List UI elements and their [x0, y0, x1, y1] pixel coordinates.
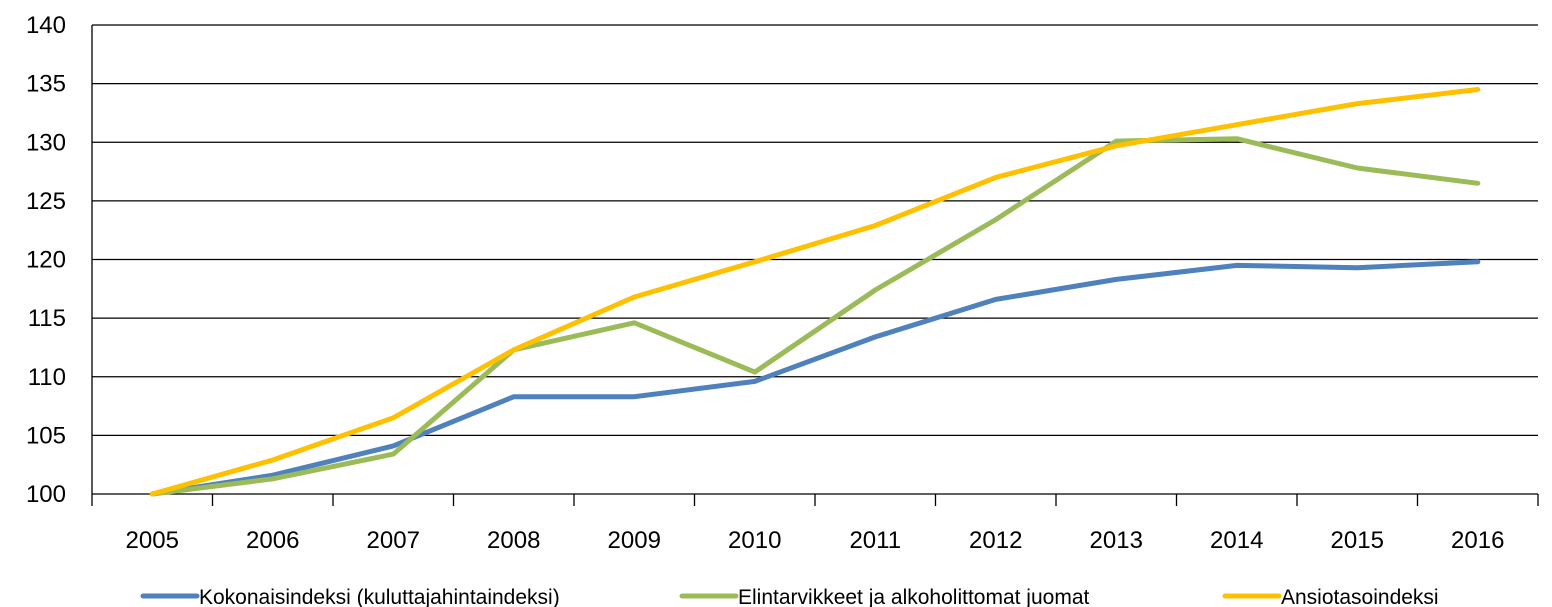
x-tick-label-2006: 2006: [246, 527, 299, 554]
x-tick-label-2007: 2007: [367, 527, 420, 554]
y-tick-label: 135: [26, 71, 66, 98]
y-tick-label: 105: [26, 422, 66, 449]
series-line-1: [149, 259, 1481, 497]
legend: Kokonaisindeksi (kuluttajahintaindeksi) E…: [140, 586, 1439, 607]
x-tick-label-2010: 2010: [728, 527, 781, 554]
gridlines: [92, 24, 1538, 495]
y-tick-label: 115: [28, 305, 66, 332]
y-tick-label: 125: [26, 188, 66, 215]
series-lines: [149, 87, 1481, 497]
y-tick-label: 130: [26, 129, 66, 156]
x-axis: 2005 2006 2007 2008 2009 2010 2011 2012 2013 2014…: [91, 494, 1539, 554]
legend-label-2: Elintarvikkeet ja alkoholittomat juomat: [738, 586, 1089, 607]
legend-label-1: Kokonaisindeksi (kuluttajahintaindeksi): [199, 586, 560, 607]
x-tick-label-2013: 2013: [1090, 527, 1143, 554]
y-tick-label: 110: [28, 364, 66, 391]
series-line-3: [149, 87, 1481, 497]
x-tick-label-2015: 2015: [1331, 527, 1384, 554]
x-tick-label-2016: 2016: [1451, 527, 1504, 554]
y-tick-label: 140: [26, 12, 66, 39]
x-tick-label-2009: 2009: [608, 527, 661, 554]
x-tick-label-2005: 2005: [126, 527, 179, 554]
x-tick-label-2012: 2012: [969, 527, 1022, 554]
y-tick-label: 100: [26, 481, 66, 508]
x-tick-label-2011: 2011: [849, 527, 901, 554]
y-axis: 100 105 110 115 120 125 130 135 140: [26, 12, 93, 508]
series-line-2: [149, 136, 1481, 497]
y-tick-label: 120: [26, 247, 66, 274]
legend-label-3: Ansiotasoindeksi: [1281, 586, 1439, 607]
x-tick-label-2008: 2008: [487, 527, 540, 554]
x-tick-label-2014: 2014: [1210, 527, 1263, 554]
